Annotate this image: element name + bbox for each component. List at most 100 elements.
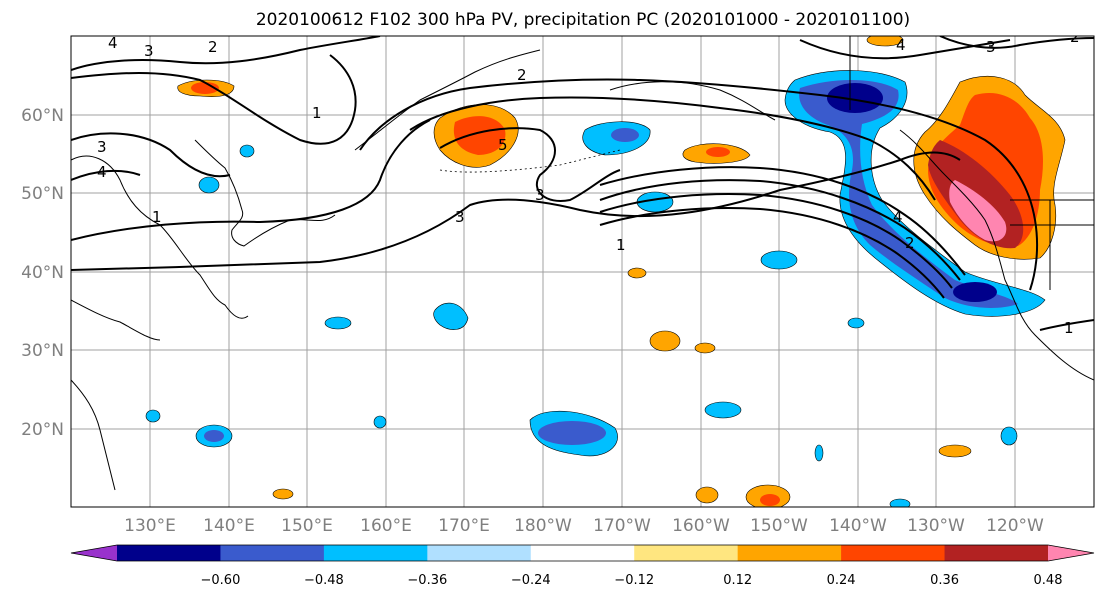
contour-label: 4 <box>97 163 107 181</box>
neg-tropic-west-core <box>204 430 224 442</box>
pv-contour-1-east <box>1039 319 1094 331</box>
coast-korea <box>71 299 161 341</box>
colorbar-segment <box>737 545 842 561</box>
neg-small-e <box>373 415 387 429</box>
colorbar-tick-label: 0.36 <box>930 573 959 588</box>
lat-label: 50°N <box>21 184 64 204</box>
contour-label: 2 <box>517 66 527 84</box>
colorbar-tick-label: −0.12 <box>614 573 654 588</box>
lon-label: 170°W <box>593 516 651 536</box>
pos-okhotsk-core <box>191 82 219 94</box>
pv-contour-jet-2 <box>599 179 961 281</box>
neg-bering-core <box>611 128 639 142</box>
pos-small-f-core <box>760 494 780 506</box>
pos-small-b <box>694 342 716 354</box>
coast-north-america <box>899 129 1094 381</box>
pv-contours <box>71 36 1094 331</box>
colorbar-segment <box>634 545 739 561</box>
pv-contour-jet-4 <box>599 207 945 299</box>
pv-contour-jet-1 <box>599 166 966 276</box>
lat-label: 20°N <box>21 420 64 440</box>
contour-label: 3 <box>144 42 154 60</box>
pv-contour-4-northeast <box>799 39 1011 60</box>
state-borders <box>1010 199 1094 290</box>
pv-contour-3-north <box>359 78 1039 291</box>
aleutian-islands <box>439 149 621 173</box>
colorbar-segments <box>71 545 1094 561</box>
contour-label: 1 <box>1064 319 1074 337</box>
pv-contour-4-northwest <box>71 36 381 71</box>
contour-label: 2 <box>905 234 915 252</box>
neg-small-f <box>1000 426 1018 446</box>
colorbar-segment <box>323 545 428 561</box>
pos-small-e <box>695 486 719 504</box>
colorbar-tick-label: −0.24 <box>511 573 551 588</box>
pos-small-g <box>272 488 294 500</box>
pv-contour-3-northwest <box>71 54 357 145</box>
neg-small-b <box>239 144 255 158</box>
colorbar-tick-label: 0.48 <box>1034 573 1063 588</box>
pv-contour-jet-3 <box>599 193 953 289</box>
pos-small-d <box>938 444 972 458</box>
colorbar-segment <box>530 545 635 561</box>
coast-asia-mainland <box>71 155 249 319</box>
coast-kamchatka <box>354 49 541 151</box>
lon-label: 130°E <box>124 516 176 536</box>
lat-label: 60°N <box>21 106 64 126</box>
colorbar-segment <box>427 545 532 561</box>
neg-small-h <box>814 444 824 462</box>
colorbar-segment <box>220 545 325 561</box>
contour-label: 4 <box>108 34 118 52</box>
neg-northeast-pacific <box>760 250 798 270</box>
lon-label: 160°E <box>360 516 412 536</box>
contour-label: 5 <box>498 136 508 154</box>
pv-contour-2-west <box>71 119 431 241</box>
longitude-labels: 130°E 140°E 150°E 160°E 170°E 180°W 170°… <box>124 516 1044 536</box>
pv-contour-1-south <box>71 151 961 271</box>
neg-small-i <box>889 498 911 507</box>
colorbar-extend-low <box>71 545 117 561</box>
colorbar-segment <box>841 545 946 561</box>
pos-small-h <box>866 36 904 47</box>
colorbar-tick-label: −0.48 <box>304 573 344 588</box>
colorbar-ticks: −0.60 −0.48 −0.36 −0.24 −0.12 0.12 0.24 0.36 0.4… <box>201 573 1063 588</box>
lat-label: 30°N <box>21 341 64 361</box>
lon-label: 170°E <box>438 516 490 536</box>
map-frame <box>70 35 1095 508</box>
neg-small-c <box>198 176 220 194</box>
colorbar-segment <box>117 545 221 561</box>
contour-label: 4 <box>893 208 903 226</box>
lon-label: 140°W <box>829 516 887 536</box>
neg-core-gulf <box>827 83 883 113</box>
coast-alaska <box>609 81 776 121</box>
contour-label: 1 <box>616 236 626 254</box>
colorbar-extend-high <box>1048 545 1094 561</box>
lon-label: 150°E <box>281 516 333 536</box>
colorbar-tick-label: −0.36 <box>407 573 447 588</box>
contour-label: 2 <box>208 38 218 56</box>
pos-small-a <box>649 330 681 352</box>
neg-core-california <box>953 282 997 302</box>
neg-small-d <box>145 409 161 423</box>
neg-subtropic-core <box>538 421 606 445</box>
lat-label: 40°N <box>21 263 64 283</box>
lon-label: 160°W <box>672 516 730 536</box>
lon-label: 140°E <box>203 516 255 536</box>
lon-label: 120°W <box>986 516 1044 536</box>
pv-contour-3-northeast <box>939 36 1094 49</box>
contour-label: 2 <box>1070 28 1080 46</box>
neg-western-pacific <box>433 302 469 330</box>
coast-china-south <box>71 379 116 491</box>
latitude-labels: 60°N 50°N 40°N 30°N 20°N <box>21 106 64 440</box>
map-panel: 4 3 2 3 4 1 2 5 3 3 1 2 4 4 3 2 1 1 <box>70 28 1095 508</box>
colorbar-tick-label: 0.12 <box>723 573 752 588</box>
colorbar: −0.60 −0.48 −0.36 −0.24 −0.12 0.12 0.24 0.36 0.4… <box>70 544 1095 588</box>
pv-contour-4 <box>409 96 936 201</box>
colorbar-outline <box>70 544 1095 562</box>
contour-label: 1 <box>152 208 162 226</box>
colorbar-segment <box>944 545 1049 561</box>
colorbar-tick-label: −0.60 <box>201 573 241 588</box>
lon-label: 150°W <box>750 516 808 536</box>
pos-gulf-west-core <box>706 147 730 157</box>
